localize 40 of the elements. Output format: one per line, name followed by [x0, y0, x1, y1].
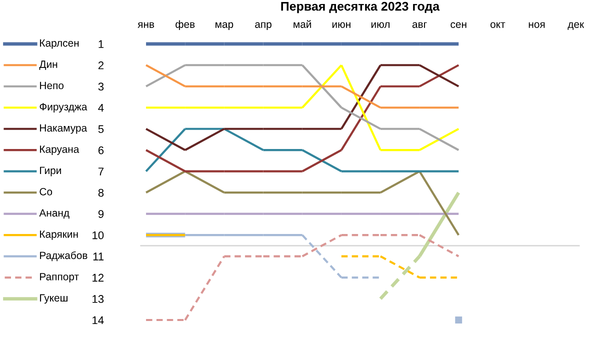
x-tick-label: окт	[490, 22, 506, 28]
y-tick-label: 14	[92, 316, 104, 324]
x-tick-label: мар	[216, 22, 234, 30]
y-tick-label: 2	[98, 61, 104, 70]
legend-label: Раппорт	[40, 273, 79, 282]
legend-label: Гукеш	[40, 294, 68, 304]
legend-label: Ананд	[39, 209, 70, 219]
y-tick-label: 7	[98, 168, 104, 176]
legend-label: Карякин	[40, 230, 78, 240]
legend-label: Раджабов	[40, 251, 88, 262]
y-tick-label: 9	[98, 210, 104, 218]
y-tick-label: 1	[98, 40, 104, 48]
legend-label: Гири	[40, 166, 61, 176]
legend-label: Непо	[40, 82, 64, 90]
y-tick-label: 12	[92, 274, 104, 282]
y-tick-label: 11	[93, 252, 104, 260]
y-tick-label: 4	[98, 104, 104, 112]
legend-label: Накамура	[40, 124, 88, 134]
x-tick-label: ноя	[528, 22, 545, 28]
x-tick-label: янв	[138, 22, 154, 28]
legend-label: Фирузджа	[40, 103, 88, 112]
x-tick-label: июл	[371, 22, 390, 28]
x-tick-label: авг	[412, 22, 427, 28]
x-tick-label: апр	[255, 22, 272, 30]
legend-label: Со	[40, 188, 52, 196]
y-tick-label: 13	[92, 295, 104, 303]
y-tick-label: 10	[92, 231, 104, 240]
x-tick-label: май	[294, 20, 311, 28]
x-tick-label: дек	[568, 22, 584, 30]
x-tick-label: фев	[176, 20, 195, 30]
x-tick-label: сен	[450, 22, 466, 28]
chart-title: Первая десятка 2023 года	[281, 2, 440, 14]
y-tick-label: 8	[98, 188, 104, 197]
legend-label: Дин	[39, 60, 58, 70]
y-tick-label: 5	[98, 125, 104, 133]
y-tick-label: 6	[98, 146, 104, 154]
y-tick-label: 3	[98, 82, 104, 91]
legend-label: Каруана	[40, 146, 80, 155]
x-tick-label: июн	[332, 22, 350, 28]
legend-label: Карлсен	[40, 39, 79, 49]
